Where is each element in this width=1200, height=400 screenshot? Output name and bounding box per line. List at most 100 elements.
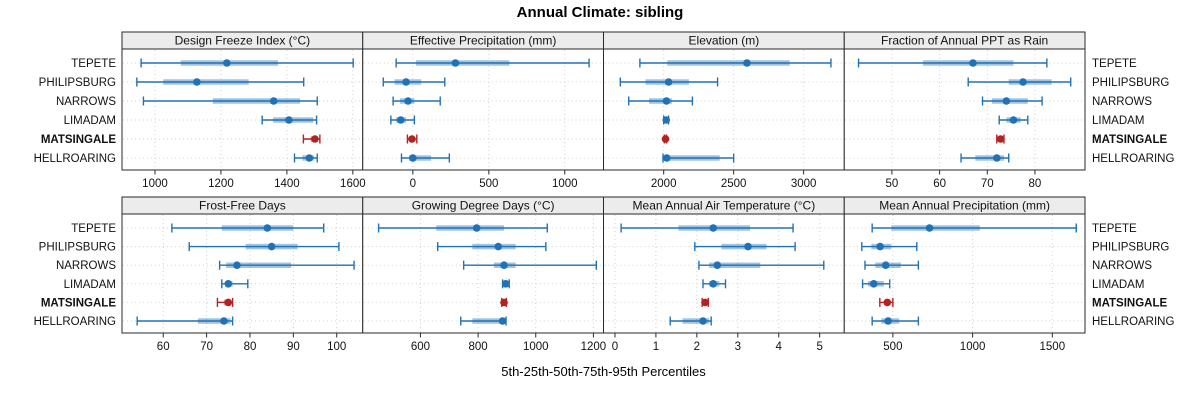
axis-tick-label: 1600	[340, 178, 366, 190]
median-dot	[402, 78, 410, 86]
median-dot	[404, 97, 412, 105]
median-dot	[1009, 116, 1018, 124]
median-dot	[233, 261, 241, 270]
median-dot	[1019, 78, 1027, 86]
panel-box	[603, 213, 845, 334]
axis-tick-label: 3	[735, 341, 741, 353]
panel-title: Fraction of Annual PPT as Rain	[881, 34, 1048, 48]
median-dot	[1002, 97, 1011, 105]
axis-tick-label: 90	[287, 341, 300, 353]
axis-tick-label: 2	[694, 341, 700, 353]
median-dot	[451, 59, 460, 67]
median-dot	[224, 298, 233, 307]
median-dot	[881, 261, 890, 270]
median-dot	[500, 298, 508, 307]
median-dot	[993, 154, 1001, 162]
panel-title: Elevation (m)	[689, 34, 760, 48]
panel-box	[121, 213, 364, 334]
median-dot	[285, 116, 293, 124]
site-label-left: LIMADAM	[64, 279, 116, 291]
axis-tick-label: 70	[200, 341, 213, 353]
site-label-left: TEPETE	[71, 223, 116, 235]
axis-tick-label: 80	[244, 341, 257, 353]
axis-tick-label: 3000	[791, 178, 817, 190]
median-dot	[699, 317, 707, 325]
panel-title: Design Freeze Index (°C)	[175, 34, 311, 48]
median-dot	[263, 224, 272, 232]
median-dot	[500, 261, 508, 270]
panel-box	[362, 48, 604, 171]
site-label-left: HELLROARING	[34, 316, 116, 328]
site-label-right: NARROWS	[1092, 260, 1152, 272]
panel-box	[362, 213, 604, 334]
median-dot	[662, 97, 671, 105]
axis-tick-label: 2500	[721, 178, 747, 190]
axis-tick-label: 60	[157, 341, 170, 353]
axis-tick-label: 50	[886, 178, 899, 190]
site-label-right: MATSINGALE	[1092, 134, 1168, 146]
site-label-left: NARROWS	[56, 260, 116, 272]
median-dot	[744, 242, 752, 251]
axis-tick-label: 1000	[523, 341, 549, 353]
axis-tick-label: 1000	[552, 178, 578, 190]
median-dot	[662, 154, 671, 162]
site-label-left: MATSINGALE	[41, 134, 117, 146]
site-label-left: PHILIPSBURG	[39, 77, 116, 89]
median-dot	[494, 242, 503, 251]
x-axis-label: 5th-25th-50th-75th-95th Percentiles	[501, 364, 706, 379]
site-label-right: TEPETE	[1092, 58, 1137, 70]
median-dot	[305, 154, 314, 162]
median-dot	[709, 224, 718, 232]
median-dot	[472, 224, 481, 232]
site-label-right: PHILIPSBURG	[1092, 77, 1169, 89]
median-dot	[709, 280, 718, 288]
axis-tick-label: 0	[612, 341, 618, 353]
axis-tick-label: 1500	[1040, 341, 1066, 353]
axis-tick-label: 70	[981, 178, 994, 190]
median-dot	[662, 116, 671, 124]
site-label-right: MATSINGALE	[1092, 297, 1168, 309]
page-title: Annual Climate: sibling	[516, 4, 684, 21]
axis-tick-label: 5	[816, 341, 822, 353]
median-dot	[498, 317, 507, 325]
site-label-right: HELLROARING	[1092, 316, 1174, 328]
site-label-right: NARROWS	[1092, 96, 1152, 108]
panel-title: Growing Degree Days (°C)	[412, 199, 555, 213]
site-label-left: LIMADAM	[64, 115, 116, 127]
median-dot	[969, 59, 977, 67]
site-label-right: TEPETE	[1092, 223, 1137, 235]
median-dot	[884, 317, 892, 325]
axis-tick-label: 4	[776, 341, 783, 353]
site-label-right: PHILIPSBURG	[1092, 242, 1169, 254]
median-dot	[713, 261, 722, 270]
axis-tick-label: 800	[468, 341, 487, 353]
median-dot	[925, 224, 934, 232]
axis-tick-label: 0	[410, 178, 416, 190]
axis-tick-label: 500	[883, 341, 902, 353]
median-dot	[224, 280, 233, 288]
site-label-left: TEPETE	[71, 58, 116, 70]
axis-tick-label: 60	[933, 178, 946, 190]
axis-tick-label: 500	[479, 178, 498, 190]
median-dot	[996, 135, 1005, 143]
median-dot	[664, 78, 673, 86]
panel-title: Mean Annual Air Temperature (°C)	[633, 199, 816, 213]
median-dot	[311, 135, 319, 143]
median-dot	[883, 298, 892, 307]
site-label-left: HELLROARING	[34, 153, 116, 165]
axis-tick-label: 1000	[142, 178, 168, 190]
axis-tick-label: 1200	[208, 178, 234, 190]
median-dot	[396, 116, 405, 124]
site-label-right: HELLROARING	[1092, 153, 1174, 165]
axis-tick-label: 1400	[274, 178, 300, 190]
axis-tick-label: 2000	[651, 178, 677, 190]
axis-tick-label: 1000	[960, 341, 986, 353]
median-dot	[869, 280, 878, 288]
axis-tick-label: 100	[327, 341, 346, 353]
axis-tick-label: 80	[1029, 178, 1042, 190]
site-label-left: MATSINGALE	[41, 297, 117, 309]
panel-title: Frost-Free Days	[199, 199, 286, 213]
axis-tick-label: 1	[653, 341, 659, 353]
